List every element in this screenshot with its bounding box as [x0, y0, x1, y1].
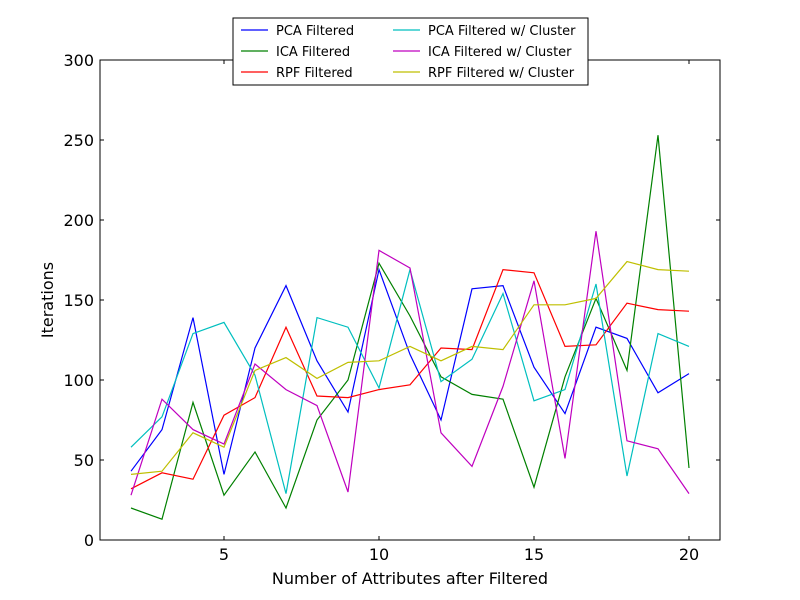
- y-tick-label: 200: [63, 211, 94, 230]
- legend-label-6: RPF Filtered w/ Cluster: [428, 66, 575, 81]
- series-line-3: [130, 268, 690, 490]
- series-line-6: [130, 260, 690, 475]
- y-tick-label: 250: [63, 131, 94, 150]
- y-tick-label: 100: [63, 371, 94, 390]
- y-tick-label: 150: [63, 291, 94, 310]
- legend: PCA Filtered ICA Filtered RPF Filtered PCA …: [232, 17, 589, 86]
- y-tick-label: 0: [84, 531, 94, 550]
- x-axis-label: Number of Attributes after Filtered: [272, 569, 548, 588]
- plot-lines: [130, 135, 690, 520]
- x-tick-label: 20: [679, 545, 699, 564]
- y-axis-label: Iterations: [38, 262, 57, 338]
- legend-label-3: RPF Filtered: [276, 66, 353, 81]
- legend-label-1: PCA Filtered: [276, 24, 354, 39]
- series-line-2: [130, 135, 690, 520]
- series-line-4: [130, 267, 690, 494]
- series-line-1: [130, 267, 690, 475]
- x-tick-label: 15: [524, 545, 544, 564]
- x-tick-label: 5: [219, 545, 229, 564]
- legend-label-5: ICA Filtered w/ Cluster: [428, 45, 572, 60]
- y-tick-label: 50: [74, 451, 94, 470]
- legend-label-2: ICA Filtered: [276, 45, 350, 60]
- x-tick-label: 10: [369, 545, 389, 564]
- legend-label-4: PCA Filtered w/ Cluster: [428, 24, 576, 39]
- series-line-5: [130, 231, 690, 496]
- plot-frame: [99, 59, 721, 541]
- y-tick-label: 300: [63, 51, 94, 70]
